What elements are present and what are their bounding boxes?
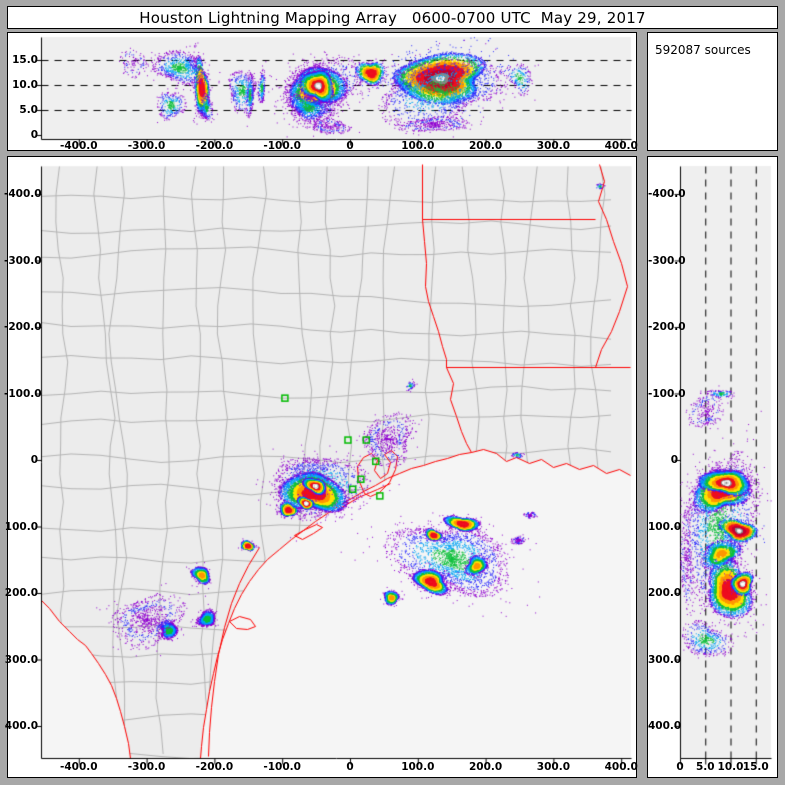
plan-view-map-plot[interactable] <box>8 157 636 777</box>
page-title: Houston Lightning Mapping Array 0600-070… <box>139 8 646 27</box>
title-bar: Houston Lightning Mapping Array 0600-070… <box>7 6 778 29</box>
panel-plan-view-map: -400.0 -300.0 -200.0 -100.0 0 100.0 200.0 300.0… <box>4 156 638 778</box>
ns-cross-section-plot[interactable] <box>648 157 777 777</box>
panel-ew-altitude-cross-section: 0 5.0 10.0 15.0 -400.0 -300.0 -200.0 -100.0 0 100… <box>7 32 638 152</box>
ew-cross-section-plot[interactable] <box>8 33 636 150</box>
panel-source-count: 592087 sources <box>647 32 778 151</box>
source-count-text: 592087 sources <box>655 43 751 57</box>
panel-ns-altitude-cross-section: -400.0 -300.0 -200.0 -100.0 0 100.0 200.0 300.0… <box>647 156 778 778</box>
